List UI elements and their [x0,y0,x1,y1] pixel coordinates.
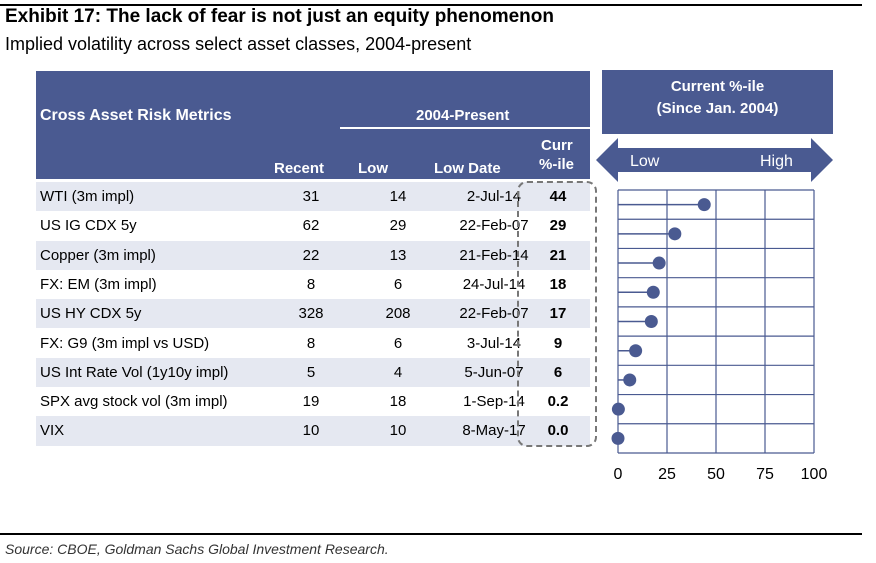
low-high-arrow [596,138,833,182]
row-low: 10 [389,422,407,440]
exhibit-subtitle: Implied volatility across select asset c… [5,34,472,54]
row-low-date: 21-Feb-14 [459,246,529,264]
row-name: WTI (3m impl) [40,188,135,205]
col-header-low-date: Low Date [434,160,501,177]
row-low: 14 [389,188,407,205]
row-low-date: 2-Jul-14 [466,188,522,205]
row-name: US HY CDX 5y [40,305,142,323]
chart-title: Current %-ile [670,78,765,95]
table-row: Copper (3m impl) 22 13 21-Feb-14 21 [36,240,590,270]
row-low-date: 1-Sep-14 [463,393,525,411]
row-name: US Int Rate Vol (1y10y impl) [40,363,229,381]
arrow-low-label: Low [630,153,660,170]
x-tick-label: 25 [658,466,676,483]
row-low: 6 [393,334,403,352]
row-current-percentile: 44 [549,188,567,205]
table-row: FX: EM (3m impl) 8 6 24-Jul-14 18 [36,270,590,299]
row-name: FX: EM (3m impl) [40,275,157,293]
row-recent: 10 [302,422,320,440]
col-header-pct-line2: %-ile [539,156,575,173]
data-point [629,344,643,358]
row-recent: 22 [302,246,320,264]
bottom-rule [0,533,862,535]
row-current-percentile: 21 [549,246,567,264]
col-header-low: Low [358,160,388,177]
top-rule [0,4,862,6]
row-low-date: 24-Jul-14 [462,275,526,293]
row-low: 6 [393,275,403,293]
table-row: VIX 10 10 8-May-17 0.0 [36,416,590,446]
table-row: SPX avg stock vol (3m impl) 19 18 1-Sep-14 0… [36,387,590,416]
x-tick-label: 100 [801,466,828,483]
row-low-date: 5-Jun-07 [464,363,524,381]
row-current-percentile: 29 [549,217,567,235]
row-recent: 5 [306,363,316,381]
row-current-percentile: 0.2 [547,393,569,411]
data-point [668,227,682,241]
row-name: US IG CDX 5y [40,217,137,235]
col-header-pct-line1: Curr [541,137,573,154]
row-low-date: 22-Feb-07 [459,217,529,235]
data-point [623,373,637,387]
row-recent: 62 [302,217,320,235]
period-label: 2004-Present [416,107,510,124]
row-recent: 19 [302,393,320,411]
row-low: 13 [389,246,407,264]
col-header-recent: Recent [274,160,325,177]
chart-subtitle: (Since Jan. 2004) [656,100,779,117]
x-tick-label: 50 [707,466,725,483]
arrow-high-label: High [760,153,793,170]
data-point [646,285,660,299]
data-point [611,431,625,445]
data-point [697,198,711,212]
row-current-percentile: 17 [549,305,567,323]
chart-header: Current %-ile (Since Jan. 2004) [602,70,833,134]
row-low-date: 8-May-17 [462,422,526,440]
row-name: FX: G9 (3m impl vs USD) [40,334,210,352]
exhibit-title: Exhibit 17: The lack of fear is not just… [5,6,554,27]
row-low-date: 22-Feb-07 [459,305,529,323]
table-row: FX: G9 (3m impl vs USD) 8 6 3-Jul-14 9 [36,329,590,358]
row-low: 29 [389,217,407,235]
table-row: US Int Rate Vol (1y10y impl) 5 4 5-Jun-07 6 [36,357,590,388]
row-name: VIX [40,422,65,440]
row-recent: 328 [298,305,324,323]
table-row: US IG CDX 5y 62 29 22-Feb-07 29 [36,211,590,240]
row-current-percentile: 18 [549,275,567,293]
table-row: US HY CDX 5y 328 208 22-Feb-07 17 [36,299,590,329]
table-header-label: Cross Asset Risk Metrics [40,107,232,124]
table-row: WTI (3m impl) 31 14 2-Jul-14 44 [36,182,590,212]
table-header: Cross Asset Risk Metrics 2004-Present Re… [36,71,590,179]
current-percentile-highlight-box [517,181,597,447]
row-low: 18 [389,393,407,411]
source-note: Source: CBOE, Goldman Sachs Global Inves… [5,541,389,557]
data-point [652,256,666,270]
row-recent: 8 [306,334,316,352]
x-tick-label: 75 [756,466,774,483]
row-name: SPX avg stock vol (3m impl) [40,393,228,411]
period-underline [340,127,590,129]
row-name: Copper (3m impl) [40,246,156,264]
row-current-percentile: 9 [553,334,563,352]
row-low: 208 [385,305,411,323]
row-recent: 31 [302,188,320,205]
row-recent: 8 [306,275,316,293]
row-current-percentile: 0.0 [547,422,569,440]
row-low: 4 [393,363,403,381]
data-point [644,315,658,328]
row-current-percentile: 6 [553,363,563,381]
row-low-date: 3-Jul-14 [466,334,522,352]
x-tick-label: 0 [614,466,623,483]
data-point [611,402,625,416]
